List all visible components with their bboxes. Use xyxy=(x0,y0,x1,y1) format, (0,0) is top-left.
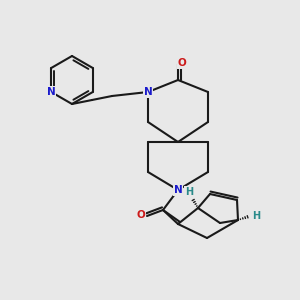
Text: N: N xyxy=(174,185,182,195)
Text: H: H xyxy=(252,211,260,221)
Text: H: H xyxy=(185,187,193,197)
Text: N: N xyxy=(144,87,152,97)
Text: N: N xyxy=(47,87,56,97)
Text: O: O xyxy=(178,58,186,68)
Text: O: O xyxy=(136,210,146,220)
